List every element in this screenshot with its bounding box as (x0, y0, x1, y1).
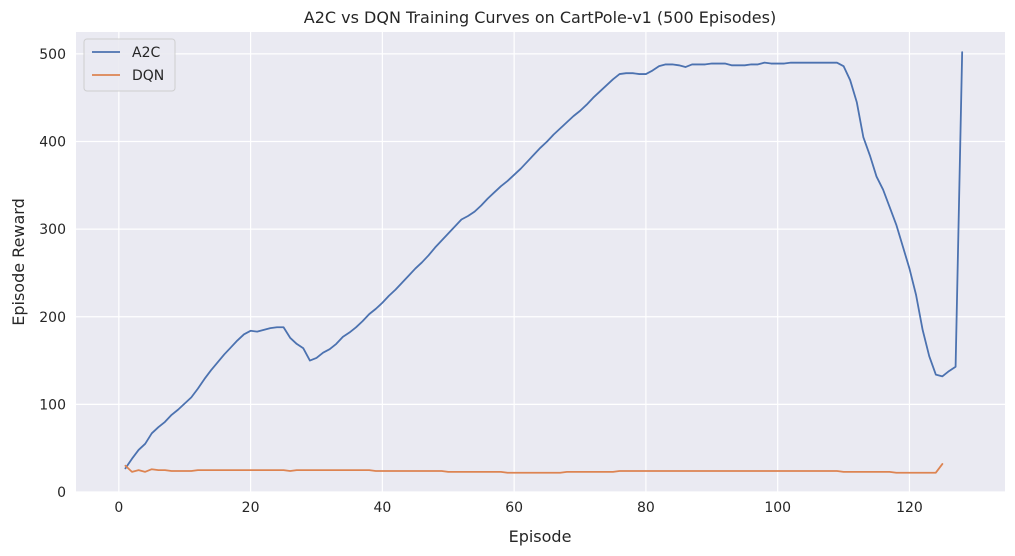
legend: A2C DQN (83, 38, 176, 92)
x-tick-label: 20 (242, 500, 260, 516)
x-tick-label: 100 (764, 500, 791, 516)
y-tick-label: 200 (39, 310, 66, 326)
y-tick-label: 0 (57, 485, 66, 501)
y-tick-label: 100 (39, 397, 66, 413)
x-tick-label: 40 (373, 500, 391, 516)
y-tick-label: 400 (39, 135, 66, 151)
grid (76, 32, 1005, 493)
y-tick-label: 500 (39, 47, 66, 63)
series-line-dqn (124, 463, 944, 474)
series-line-a2c (124, 51, 964, 470)
series-lines (124, 51, 964, 474)
plot-area (76, 32, 1005, 492)
x-tick-label: 80 (637, 500, 655, 516)
legend-label-a2c: A2C (132, 45, 160, 61)
chart-title: A2C vs DQN Training Curves on CartPole-v… (304, 8, 776, 27)
x-tick-labels: 0 20 40 60 80 100 120 (114, 500, 922, 516)
y-tick-label: 300 (39, 222, 66, 238)
x-tick-label: 120 (896, 500, 923, 516)
x-tick-label: 60 (505, 500, 523, 516)
legend-label-dqn: DQN (132, 68, 164, 84)
x-tick-label: 0 (114, 500, 123, 516)
x-axis-label: Episode (509, 527, 572, 546)
y-axis-label: Episode Reward (9, 198, 28, 326)
y-tick-labels: 0 100 200 300 400 500 (39, 47, 66, 501)
